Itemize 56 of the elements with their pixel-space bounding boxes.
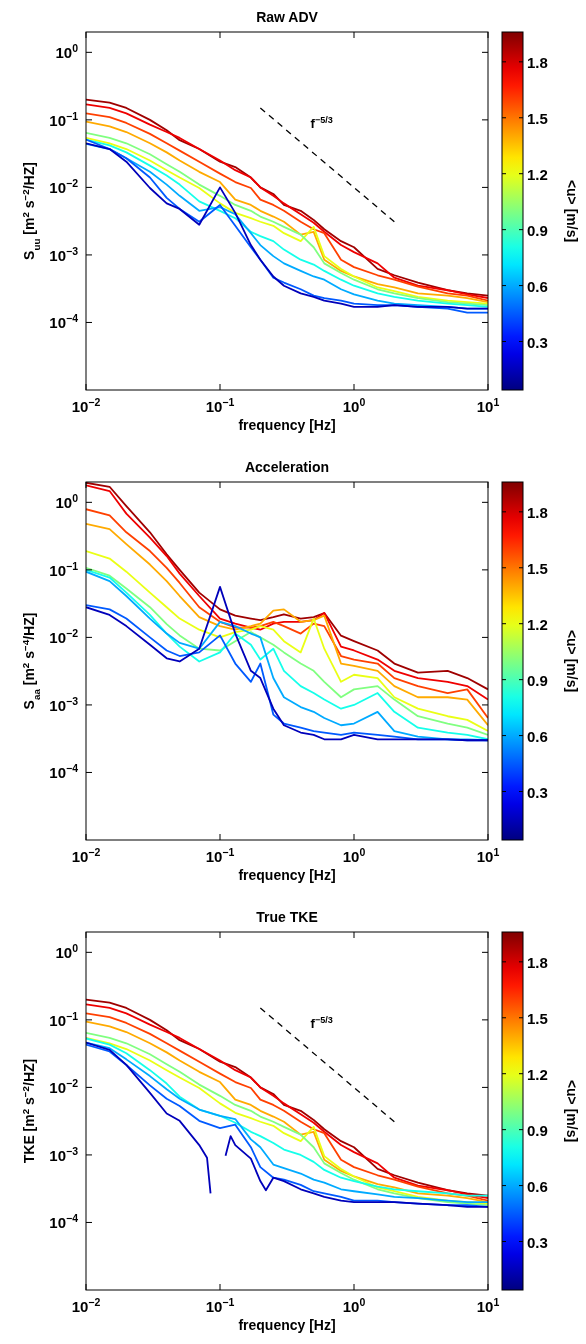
y-tick-label: 10$^{−3}$ [49, 694, 79, 714]
x-tick-label: 10$^{1}$ [476, 1296, 500, 1315]
x-tick-label: 10$^{0}$ [342, 846, 366, 865]
x-tick-label: 10$^{−1}$ [205, 1296, 235, 1315]
x-tick-label: 10$^{−1}$ [205, 846, 235, 865]
color-bar-label: 1.2 [527, 615, 548, 633]
color-bar-label: 0.6 [527, 277, 548, 295]
y-tick-label: 10$^{−4}$ [49, 312, 79, 332]
x-tick-label: 10$^{0}$ [342, 1296, 366, 1315]
color-bar-title: <u> [m/s] [564, 629, 580, 693]
y-tick-label: 10$^{−3}$ [49, 1144, 79, 1164]
x-tick-label: 10$^{−2}$ [71, 1296, 101, 1315]
x-tick-label: 10$^{1}$ [476, 846, 500, 865]
chart-title: True TKE [256, 909, 318, 925]
x-tick-label: 10$^{−2}$ [71, 396, 101, 415]
x-tick-label: 10$^{0}$ [342, 396, 366, 415]
x-axis-title: frequency [Hz] [238, 417, 336, 433]
y-tick-label: 10$^{0}$ [55, 492, 79, 512]
y-tick-label: 10$^{−3}$ [49, 244, 79, 264]
y-tick-label: 10$^{−1}$ [49, 1009, 79, 1029]
color-bar-label: 1.2 [527, 1065, 548, 1083]
y-tick-label: 10$^{−2}$ [49, 1077, 79, 1097]
y-tick-label: 10$^{0}$ [55, 42, 79, 62]
x-axis-title: frequency [Hz] [238, 1317, 336, 1333]
chart-title: Acceleration [244, 459, 330, 475]
color-bar-label: 0.3 [527, 1233, 548, 1251]
color-bar-label: 0.9 [527, 671, 548, 689]
y-tick-label: 10$^{−4}$ [49, 1212, 79, 1232]
color-bar-label: 0.9 [527, 1121, 548, 1139]
color-bar-label: 0.6 [527, 727, 548, 745]
color-bar-label: 0.9 [527, 221, 548, 239]
color-bar-label: 1.8 [527, 953, 548, 971]
y-tick-label: 10$^{−2}$ [49, 177, 79, 197]
color-bar-label: 0.3 [527, 783, 548, 801]
x-tick-label: 10$^{−2}$ [71, 846, 101, 865]
y-tick-label: 10$^{0}$ [55, 942, 79, 962]
color-bar-title: <u> [m/s] [564, 179, 580, 243]
color-bar-label: 0.3 [527, 333, 548, 351]
y-tick-label: 10$^{−1}$ [49, 559, 79, 579]
y-tick-label: 10$^{−2}$ [49, 627, 79, 647]
color-bar-label: 1.5 [527, 559, 548, 577]
x-tick-label: 10$^{1}$ [476, 396, 500, 415]
series-label: f$^{−5/3}$ [310, 115, 333, 132]
x-axis-title: frequency [Hz] [238, 867, 336, 883]
color-bar-label: 0.6 [527, 1177, 548, 1195]
y-tick-label: 10$^{−4}$ [49, 762, 79, 782]
color-bar-label: 1.5 [527, 109, 548, 127]
series-label: f$^{−5/3}$ [310, 1015, 333, 1032]
color-bar-label: 1.8 [527, 53, 548, 71]
y-tick-label: 10$^{−1}$ [49, 109, 79, 129]
x-tick-label: 10$^{−1}$ [205, 396, 235, 415]
color-bar-label: 1.2 [527, 165, 548, 183]
color-bar-label: 1.5 [527, 1009, 548, 1027]
color-bar-title: <u> [m/s] [564, 1079, 580, 1143]
chart-title: Raw ADV [256, 9, 319, 25]
color-bar-label: 1.8 [527, 503, 548, 521]
